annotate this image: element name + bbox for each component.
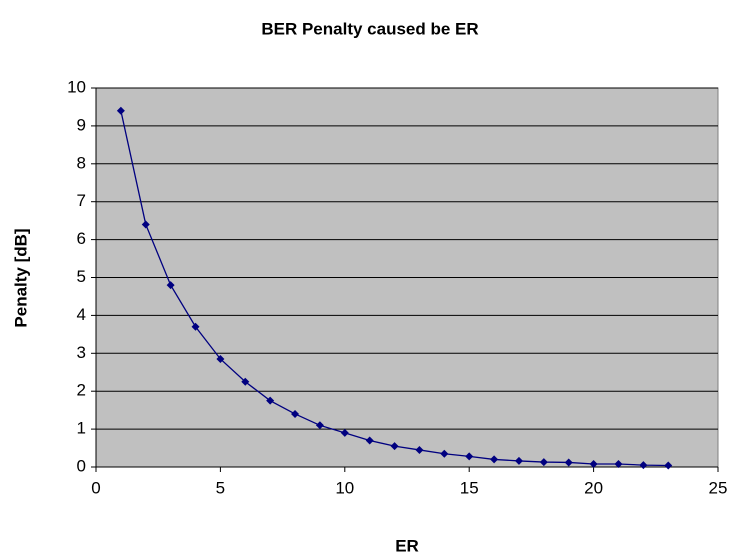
y-tick-label: 4 xyxy=(77,305,86,324)
chart-title: BER Penalty caused be ER xyxy=(261,19,478,38)
y-tick-label: 2 xyxy=(77,381,86,400)
data-point xyxy=(564,458,573,467)
data-point xyxy=(216,354,225,363)
data-point xyxy=(116,106,125,115)
x-tick-label: 5 xyxy=(216,478,225,497)
y-axis-label: Penalty [dB] xyxy=(11,228,30,327)
data-point xyxy=(415,445,424,454)
x-tick-label: 0 xyxy=(91,478,100,497)
data-point xyxy=(241,377,250,386)
data-point xyxy=(614,459,623,468)
data-point xyxy=(539,458,548,467)
y-tick-label: 6 xyxy=(77,229,86,248)
data-point xyxy=(490,455,499,464)
data-point xyxy=(191,322,200,331)
y-tick-label: 7 xyxy=(77,191,86,210)
data-point xyxy=(514,456,523,465)
x-tick-label: 10 xyxy=(335,478,354,497)
x-tick-label: 15 xyxy=(460,478,479,497)
data-point xyxy=(465,452,474,461)
data-point xyxy=(340,428,349,437)
y-tick-label: 9 xyxy=(77,115,86,134)
data-point xyxy=(365,436,374,445)
y-tick-label: 5 xyxy=(77,267,86,286)
data-point xyxy=(589,459,598,468)
y-tick-label: 8 xyxy=(77,153,86,172)
data-point xyxy=(291,409,300,418)
x-axis-label: ER xyxy=(395,536,419,555)
data-point xyxy=(664,461,673,470)
data-point xyxy=(390,442,399,451)
x-tick-label: 20 xyxy=(584,478,603,497)
y-tick-label: 10 xyxy=(67,77,86,96)
x-tick-label: 25 xyxy=(709,478,728,497)
y-tick-label: 1 xyxy=(77,419,86,438)
data-point xyxy=(166,281,175,290)
y-tick-label: 0 xyxy=(77,456,86,475)
y-tick-label: 3 xyxy=(77,343,86,362)
data-point xyxy=(440,449,449,458)
data-point xyxy=(315,421,324,430)
data-point xyxy=(639,461,648,470)
data-point xyxy=(141,220,150,229)
data-point xyxy=(266,396,275,405)
